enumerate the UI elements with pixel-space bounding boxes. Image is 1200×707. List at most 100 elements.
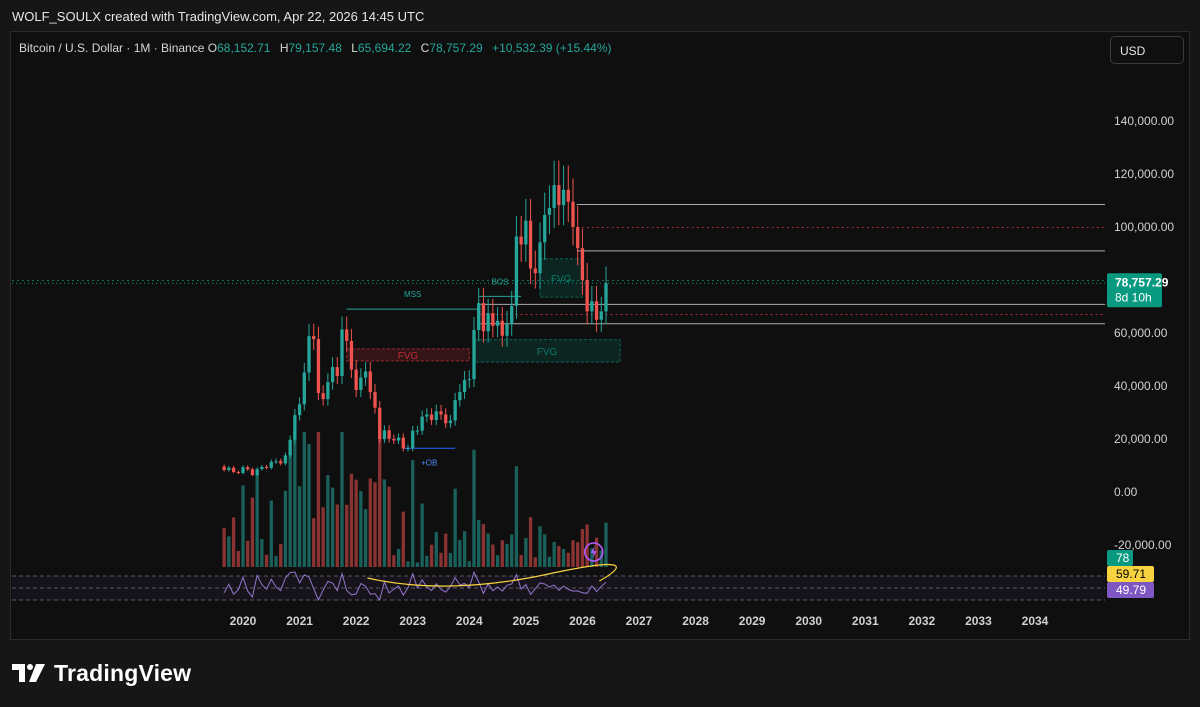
candle-body [500, 320, 504, 336]
candle-body [406, 448, 410, 450]
x-tick-label: 2033 [965, 614, 992, 628]
volume-bar [373, 482, 377, 567]
y-tick-label: 0.00 [1114, 485, 1138, 499]
volume-bar [486, 533, 490, 567]
volume-bar [260, 538, 264, 567]
volume-bar [580, 529, 585, 567]
x-tick-label: 2022 [343, 614, 370, 628]
candle-body [510, 305, 514, 325]
volume-bar [533, 557, 537, 567]
candle-body [246, 467, 250, 470]
candle-body [349, 340, 354, 370]
x-tick-label: 2025 [513, 614, 540, 628]
volume-bar [604, 522, 608, 567]
rsi-ma-line [367, 563, 617, 587]
volume-bar [264, 554, 269, 567]
brand-name: TradingView [54, 659, 192, 686]
volume-bar [321, 507, 325, 567]
candle-body [599, 311, 603, 320]
volume-bars [222, 432, 608, 567]
volume-bar [250, 497, 255, 567]
volume-bar [283, 490, 288, 567]
last-price-tag [1107, 273, 1162, 308]
high-value: 79,157.48 [288, 41, 342, 55]
candle-body [359, 377, 363, 390]
volume-bar [236, 550, 240, 567]
volume-bar [528, 517, 533, 567]
chart-panel[interactable] [10, 31, 1190, 640]
volume-bar [231, 517, 236, 567]
low-value: 65,694.22 [357, 41, 412, 55]
candle-body [321, 393, 325, 400]
y-tick-label: 20,000.00 [1114, 432, 1168, 446]
candle-body [293, 415, 297, 440]
candle-body [453, 400, 457, 421]
candle-body [467, 379, 471, 381]
candle-body [340, 329, 344, 376]
candle-body [561, 189, 566, 206]
candle-body [387, 430, 391, 439]
volume-bar [227, 536, 231, 567]
candle-body [392, 438, 396, 441]
volume-bar [462, 531, 467, 567]
candle-body [514, 236, 519, 306]
y-tick-label: 40,000.00 [1114, 379, 1168, 393]
creator-credit: WOLF_SOULX created with TradingView.com,… [12, 9, 425, 24]
candle-body [566, 189, 570, 202]
x-tick-label: 2031 [852, 614, 879, 628]
volume-bar [547, 556, 552, 567]
volume-bar [434, 531, 438, 567]
volume-bar [288, 451, 292, 567]
x-tick-label: 2021 [286, 614, 313, 628]
candle-body [533, 268, 537, 274]
volume-bar [345, 504, 349, 567]
indicator-tag [1107, 582, 1154, 598]
volume-bar [571, 540, 575, 567]
volume-bar [420, 503, 424, 567]
symbol-name: Bitcoin / U.S. Dollar · 1M · Binance [19, 41, 205, 55]
volume-bar [378, 432, 382, 567]
volume-bar [576, 542, 580, 567]
volume-bar [453, 488, 457, 567]
volume-bar [425, 555, 429, 567]
volume-bar [396, 548, 401, 567]
volume-bar [458, 540, 462, 567]
volume-bar [349, 473, 354, 567]
x-tick-label: 2030 [795, 614, 822, 628]
candle-body [382, 430, 387, 440]
candle-body [222, 466, 226, 471]
volume-bar [387, 486, 391, 567]
candle-body [594, 301, 599, 320]
volume-bar [444, 533, 448, 567]
volume-bar [590, 548, 594, 567]
candle-body [231, 467, 236, 472]
volume-bar [495, 555, 500, 567]
low-label: L [351, 41, 358, 55]
candle-body [297, 404, 302, 416]
rsi-band-fill [12, 576, 1105, 600]
candle-body [528, 220, 533, 269]
volume-bar [467, 561, 471, 567]
fvg-zone [539, 258, 583, 298]
candle-body [439, 411, 443, 415]
volume-bar [302, 432, 306, 567]
volume-bar [255, 471, 259, 567]
candle-body [585, 280, 589, 312]
open-value: 68,152.71 [217, 41, 271, 55]
rsi-line [223, 570, 607, 602]
structure-label: +OB [421, 458, 437, 467]
candle-body [236, 471, 240, 473]
volume-bar [481, 524, 486, 567]
currency-button[interactable]: USD [1110, 36, 1184, 64]
candle-body [420, 416, 424, 431]
candle-body [401, 437, 405, 449]
candle-body [283, 455, 288, 464]
candle-body [269, 461, 273, 468]
x-tick-label: 2034 [1022, 614, 1049, 628]
candle-body [264, 466, 269, 468]
y-tick-label: -20,000.00 [1114, 538, 1172, 552]
indicator-tag-value: 49.79 [1116, 583, 1146, 597]
